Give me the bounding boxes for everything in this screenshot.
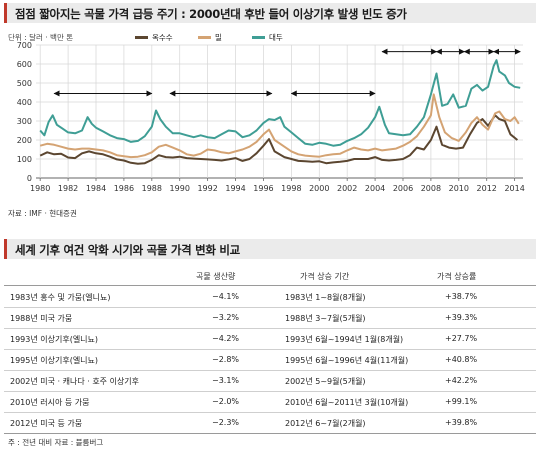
legend-corn-swatch — [135, 36, 148, 39]
legend-corn-label: 옥수수 — [152, 33, 173, 42]
table-row: 1995년 이상기후(엘니뇨) −2.8% 1995년 6월~1996년 4월(11… — [0, 349, 540, 371]
row-event: 1988년 미국 가뭄 — [10, 314, 73, 323]
row-production: −3.2% — [212, 313, 240, 322]
row-production: −2.8% — [212, 355, 240, 364]
row-event: 2002년 미국 · 캐나다 · 호주 이상기후 — [10, 377, 140, 386]
row-period: 1983년 1~8월(8개월) — [285, 293, 366, 302]
table-row: 1993년 이상기후(엘니뇨) −4.2% 1993년 6월~1994년 1월(8개… — [0, 328, 540, 350]
row-rise: +39.3% — [445, 313, 478, 322]
row-rise: +42.2% — [445, 376, 478, 385]
row-production: −4.1% — [212, 292, 240, 301]
table-row-divider — [4, 349, 536, 350]
y-tick-label: 200 — [17, 136, 32, 145]
legend-wheat: 밀 — [198, 32, 222, 43]
chart-source: 자료 : IMF · 현대증권 — [8, 209, 77, 218]
table-row-divider — [4, 370, 536, 371]
row-event: 1995년 이상기후(엘니뇨) — [10, 356, 99, 365]
row-period: 1988년 3~7월(5개월) — [285, 314, 366, 323]
table-row: 1988년 미국 가뭄 −3.2% 1988년 3~7월(5개월) +39.3% — [0, 307, 540, 329]
table-header-rule — [4, 285, 536, 286]
x-tick-label: 2010 — [449, 184, 469, 193]
y-tick-label: 700 — [17, 41, 32, 50]
y-tick-label: 100 — [17, 155, 32, 164]
x-tick-label: 2008 — [421, 184, 441, 193]
legend-soybean-label: 대두 — [269, 33, 283, 42]
y-tick-label: 300 — [17, 117, 32, 126]
table-row-divider — [4, 412, 536, 413]
y-tick-label: 400 — [17, 98, 32, 107]
row-period: 2012년 6~7월(2개월) — [285, 419, 366, 428]
soybean-line — [39, 59, 521, 147]
chart-title: 점점 짧아지는 곡물 가격 급등 주기 : 2000년대 후반 들어 이상기후 … — [15, 7, 407, 21]
row-period: 1993년 6월~1994년 1월(8개월) — [285, 335, 404, 344]
x-tick-label: 1982 — [58, 184, 78, 193]
table-source: 주 : 전년 대비 자료 : 블룸버그 — [8, 438, 104, 447]
price-chart-panel: 점점 짧아지는 곡물 가격 급등 주기 : 2000년대 후반 들어 이상기후 … — [0, 0, 540, 228]
x-tick-label: 2002 — [337, 184, 357, 193]
row-rise: +40.8% — [445, 355, 478, 364]
x-tick-label: 1998 — [281, 184, 301, 193]
x-tick-label: 1992 — [197, 184, 217, 193]
table-row-divider — [4, 391, 536, 392]
row-event: 1993년 이상기후(엘니뇨) — [10, 335, 99, 344]
table-row: 2012년 미국 등 가뭄 −2.3% 2012년 6~7월(2개월) +39.8% — [0, 412, 540, 434]
row-period: 1995년 6월~1996년 4월(11개월) — [285, 356, 409, 365]
col-header-period: 가격 상승 기간 — [300, 272, 350, 281]
legend-wheat-swatch — [198, 36, 211, 39]
unit-label: 단위 : 달러 · 백만 톤 — [8, 33, 74, 42]
legend-soybean-swatch — [252, 36, 265, 39]
row-period: 2010년 6월~2011년 3월(10개월) — [285, 398, 409, 407]
x-tick-label: 2006 — [393, 184, 413, 193]
row-production: −4.2% — [212, 334, 240, 343]
row-rise: +38.7% — [445, 292, 478, 301]
table-row-divider — [4, 328, 536, 329]
col-header-rise: 가격 상승률 — [437, 272, 477, 281]
x-tick-label: 1980 — [30, 184, 50, 193]
table-row-divider — [4, 307, 536, 308]
row-event: 1983년 홍수 및 가뭄(엘니뇨) — [10, 293, 111, 302]
table-row: 2002년 미국 · 캐나다 · 호주 이상기후 −3.1% 2002년 5~9월(… — [0, 370, 540, 392]
row-rise: +27.7% — [445, 334, 478, 343]
table-title-bar: 세계 기후 여건 악화 시기와 곡물 가격 변화 비교 — [4, 239, 536, 259]
legend-corn: 옥수수 — [135, 32, 173, 43]
row-event: 2010년 러시아 등 가뭄 — [10, 398, 90, 407]
x-tick-label: 1986 — [114, 184, 134, 193]
x-tick-label: 2000 — [309, 184, 329, 193]
x-tick-label: 1994 — [225, 184, 245, 193]
chart-title-bar: 점점 짧아지는 곡물 가격 급등 주기 : 2000년대 후반 들어 이상기후 … — [4, 3, 536, 23]
y-tick-label: 600 — [17, 60, 32, 69]
x-tick-label: 1988 — [142, 184, 162, 193]
row-event: 2012년 미국 등 가뭄 — [10, 419, 83, 428]
row-rise: +39.8% — [445, 418, 478, 427]
table-row: 1983년 홍수 및 가뭄(엘니뇨) −4.1% 1983년 1~8월(8개월) +3… — [0, 286, 540, 308]
table-bottom-rule — [4, 433, 536, 434]
row-production: −2.3% — [212, 418, 240, 427]
y-tick-label: 500 — [17, 79, 32, 88]
x-tick-label: 2014 — [504, 184, 524, 193]
legend-wheat-label: 밀 — [215, 33, 222, 42]
line-chart: 0 100 200 300 400 500 600 700 1980 1982 1984 1986 19… — [17, 41, 525, 193]
x-tick-label: 1996 — [253, 184, 273, 193]
col-header-production: 곡물 생산량 — [196, 272, 236, 281]
y-tick-label: 0 — [27, 174, 32, 183]
x-tick-label: 2012 — [477, 184, 497, 193]
table-row: 2010년 러시아 등 가뭄 −2.0% 2010년 6월~2011년 3월(10개… — [0, 391, 540, 413]
x-tick-label: 2004 — [365, 184, 385, 193]
comparison-table-panel: 세계 기후 여건 악화 시기와 곡물 가격 변화 비교 곡물 생산량 가격 상승… — [0, 236, 540, 458]
legend-soybean: 대두 — [252, 32, 283, 43]
row-production: −3.1% — [212, 376, 240, 385]
row-period: 2002년 5~9월(5개월) — [285, 377, 366, 386]
row-rise: +99.1% — [445, 397, 478, 406]
corn-line — [39, 114, 519, 165]
x-tick-label: 1984 — [86, 184, 106, 193]
table-title: 세계 기후 여건 악화 시기와 곡물 가격 변화 비교 — [15, 243, 240, 257]
x-tick-label: 1990 — [170, 184, 190, 193]
wheat-line — [39, 93, 520, 159]
row-production: −2.0% — [212, 397, 240, 406]
